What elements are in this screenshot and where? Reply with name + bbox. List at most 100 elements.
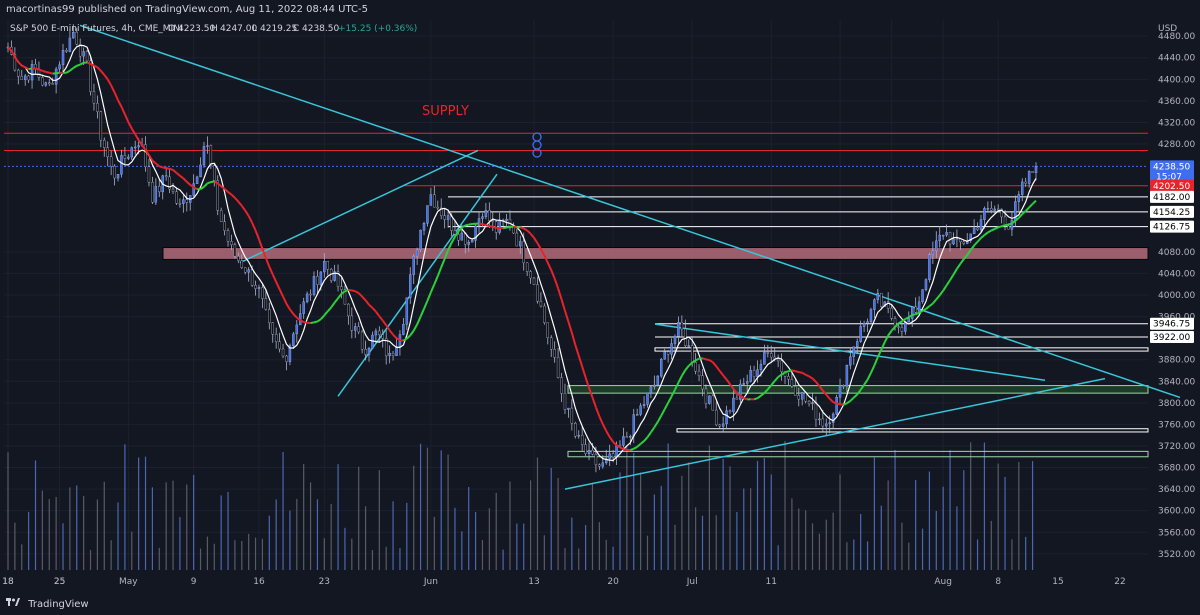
candle-down	[543, 306, 545, 323]
candle-down	[282, 349, 284, 356]
ma-mid-segment	[703, 358, 706, 359]
volume-bar	[901, 523, 902, 570]
candle-up	[117, 174, 119, 178]
volume-bar	[970, 442, 971, 570]
candle-up	[856, 342, 858, 347]
volume-bar	[1032, 461, 1033, 570]
candle-up	[836, 397, 838, 414]
candle-up	[59, 65, 61, 69]
volume-bar	[729, 466, 730, 570]
volume-bar	[936, 511, 937, 570]
candle-up	[860, 326, 862, 341]
candle-up	[877, 293, 879, 300]
candle-down	[175, 192, 177, 204]
candle-down	[457, 234, 459, 240]
volume-bar	[571, 518, 572, 570]
candle-down	[880, 293, 882, 306]
volume-bar	[344, 528, 345, 570]
candle-up	[763, 352, 765, 364]
volume-bar	[461, 531, 462, 570]
ma-mid-segment	[912, 314, 915, 315]
candle-up	[660, 359, 662, 376]
ma-mid-segment	[311, 322, 314, 323]
candle-up	[664, 352, 666, 359]
candle-down	[770, 353, 772, 357]
y-tick-label: 3600.00	[1158, 507, 1195, 517]
y-tick-label: 3680.00	[1158, 464, 1195, 474]
volume-bar	[372, 550, 373, 570]
close-label: C	[293, 24, 299, 34]
ma-mid-segment	[792, 370, 795, 371]
candle-down	[684, 329, 686, 346]
price-label-text: 4202.50	[1153, 182, 1190, 192]
ma-mid-segment	[503, 228, 506, 229]
candle-down	[52, 83, 54, 84]
tradingview-logo-icon	[6, 594, 20, 614]
candle-down	[237, 256, 239, 260]
volume-bar	[1004, 477, 1005, 570]
volume-bar	[227, 492, 228, 570]
candle-down	[124, 155, 126, 158]
volume-bar	[172, 481, 173, 570]
volume-bar	[241, 541, 242, 570]
candle-up	[138, 146, 140, 147]
candle-up	[925, 280, 927, 290]
candle-up	[478, 219, 480, 226]
close-value: 4238.50	[302, 24, 339, 34]
ma-mid-segment	[56, 73, 59, 74]
ma-mid-segment	[170, 169, 173, 170]
x-tick-label: 9	[191, 577, 197, 587]
volume-bar	[49, 499, 50, 570]
volume-bar	[207, 537, 208, 570]
candle-up	[306, 294, 308, 302]
volume-bar	[949, 450, 950, 570]
brand-name: TradingView	[28, 599, 88, 610]
candle-down	[65, 50, 67, 51]
candle-down	[523, 241, 525, 262]
volume-bar	[276, 499, 277, 570]
volume-bar	[784, 441, 785, 570]
volume-bar	[69, 487, 70, 570]
candle-down	[21, 76, 23, 79]
volume-bar	[427, 448, 428, 570]
candle-down	[378, 331, 380, 335]
change-value: +15.25 (+0.36%)	[338, 24, 417, 34]
candle-down	[148, 167, 150, 182]
ma-mid-segment	[49, 73, 52, 74]
y-tick-label: 3880.00	[1158, 356, 1195, 366]
x-tick-label: 22	[1114, 577, 1125, 587]
low-label: L	[252, 24, 257, 34]
supply-annotation[interactable]: SUPPLY	[422, 104, 469, 119]
volume-bar	[798, 508, 799, 570]
candle-down	[265, 299, 267, 310]
candle-up	[922, 290, 924, 302]
candle-up	[609, 454, 611, 459]
candle-down	[220, 210, 222, 221]
volume-bar	[812, 523, 813, 570]
ma-mid-segment	[1008, 223, 1011, 224]
ma-mid-segment	[42, 71, 45, 72]
volume-bar	[723, 459, 724, 570]
volume-bar	[7, 452, 8, 570]
candle-up	[320, 272, 322, 285]
candle-up	[657, 376, 659, 385]
ma-mid-segment	[29, 69, 32, 70]
candle-up	[677, 322, 679, 336]
candle-down	[96, 103, 98, 112]
candle-up	[811, 402, 813, 403]
candle-down	[351, 316, 353, 330]
candle-down	[901, 327, 903, 331]
y-tick-label: 3760.00	[1158, 420, 1195, 430]
ma-mid-segment	[507, 227, 510, 228]
candle-up	[726, 411, 728, 424]
candle-up	[402, 324, 404, 334]
volume-bar	[647, 536, 648, 570]
candle-down	[626, 436, 628, 437]
ma-mid-segment	[207, 182, 210, 183]
ma-mid-segment	[314, 322, 317, 323]
candle-down	[392, 353, 394, 356]
volume-bar	[674, 525, 675, 570]
ma-mid-segment	[998, 226, 1001, 227]
candle-up	[196, 177, 198, 184]
